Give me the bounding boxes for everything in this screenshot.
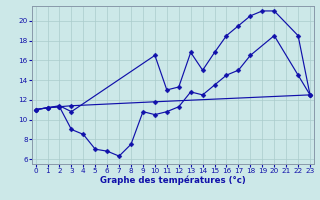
X-axis label: Graphe des températures (°c): Graphe des températures (°c) [100,176,246,185]
